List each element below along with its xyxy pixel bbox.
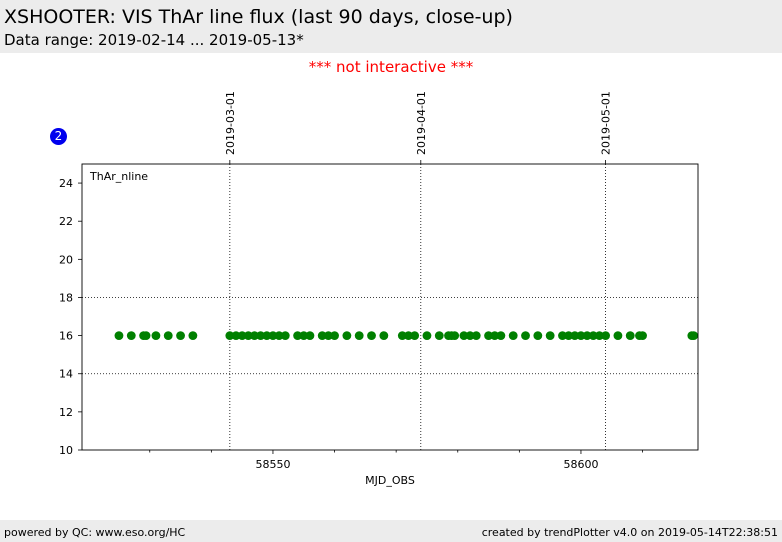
data-point	[625, 331, 635, 340]
data-point	[293, 331, 302, 340]
data-point	[471, 331, 481, 340]
data-point	[250, 331, 259, 340]
data-point	[188, 331, 198, 340]
data-point	[434, 331, 444, 340]
data-point	[367, 331, 376, 340]
data-point	[564, 331, 574, 340]
data-point	[141, 331, 151, 340]
data-point	[354, 331, 364, 340]
data-point	[558, 331, 567, 340]
data-point	[404, 331, 413, 340]
data-point	[508, 331, 518, 340]
data-point	[330, 331, 339, 340]
y-tick-label: 12	[59, 406, 73, 419]
data-point	[689, 331, 699, 340]
data-point	[490, 331, 500, 340]
y-tick-label: 14	[59, 368, 73, 381]
data-point	[280, 331, 290, 340]
legend-label: ThAr_nline	[89, 170, 148, 183]
footer-created-by: created by trendPlotter v4.0 on 2019-05-…	[481, 526, 778, 539]
plot-number-badge: 2	[50, 128, 67, 145]
data-point	[299, 331, 309, 340]
data-point	[274, 331, 284, 340]
scatter-chart: 10 12 14 16 18 20 22 24 58550 58600 2019-03-01 2019…	[59, 91, 699, 487]
data-point	[588, 331, 598, 340]
y-tick-label: 20	[59, 253, 73, 266]
data-range-subtitle: Data range: 2019-02-14 ... 2019-05-13*	[4, 31, 304, 49]
data-point	[256, 331, 266, 340]
data-point	[243, 331, 253, 340]
y-tick-label: 22	[59, 215, 73, 228]
data-point	[570, 331, 580, 340]
data-point	[484, 331, 493, 340]
data-point	[324, 331, 333, 340]
data-point	[533, 331, 543, 340]
data-point	[176, 331, 185, 340]
header-bar: XSHOOTER: VIS ThAr line flux (last 90 da…	[0, 0, 782, 53]
data-point	[422, 331, 432, 340]
data-point	[379, 331, 389, 340]
data-point	[459, 331, 469, 340]
data-point	[613, 331, 623, 340]
plot-frame	[81, 163, 699, 451]
data-point	[410, 331, 420, 340]
data-point	[163, 331, 173, 340]
y-tick-label: 10	[59, 444, 73, 457]
footer-powered-by: powered by QC: www.eso.org/HC	[4, 526, 186, 539]
x-axis-label: MJD_OBS	[365, 474, 415, 487]
data-point	[342, 331, 352, 340]
y-tick-label: 16	[59, 330, 73, 343]
data-point	[496, 331, 506, 340]
page-title: XSHOOTER: VIS ThAr line flux (last 90 da…	[4, 6, 513, 28]
data-point	[450, 331, 460, 340]
data-point	[231, 331, 241, 340]
data-point	[576, 331, 586, 340]
data-point	[225, 331, 235, 340]
x-tick-label: 58600	[563, 458, 598, 471]
data-point	[237, 331, 247, 340]
data-point	[545, 331, 555, 340]
data-point	[151, 331, 161, 340]
top-date-label: 2019-03-01	[224, 91, 237, 155]
not-interactive-notice: *** not interactive ***	[308, 58, 474, 76]
data-point	[262, 331, 272, 340]
data-point	[397, 331, 407, 340]
top-date-label: 2019-04-01	[415, 91, 428, 155]
data-point	[465, 331, 475, 340]
data-point	[521, 331, 530, 340]
data-point	[595, 331, 604, 340]
top-date-label: 2019-05-01	[600, 91, 613, 155]
data-point	[114, 331, 124, 340]
data-point	[582, 331, 592, 340]
data-point	[638, 331, 647, 340]
y-tick-label: 24	[59, 177, 73, 190]
data-point	[317, 331, 327, 340]
data-point	[305, 331, 315, 340]
data-point	[601, 331, 610, 340]
y-tick-label: 18	[59, 291, 73, 304]
footer-bar: powered by QC: www.eso.org/HC created by…	[0, 520, 782, 542]
data-point	[268, 331, 278, 340]
x-tick-label: 58550	[255, 458, 290, 471]
data-point	[126, 331, 136, 340]
